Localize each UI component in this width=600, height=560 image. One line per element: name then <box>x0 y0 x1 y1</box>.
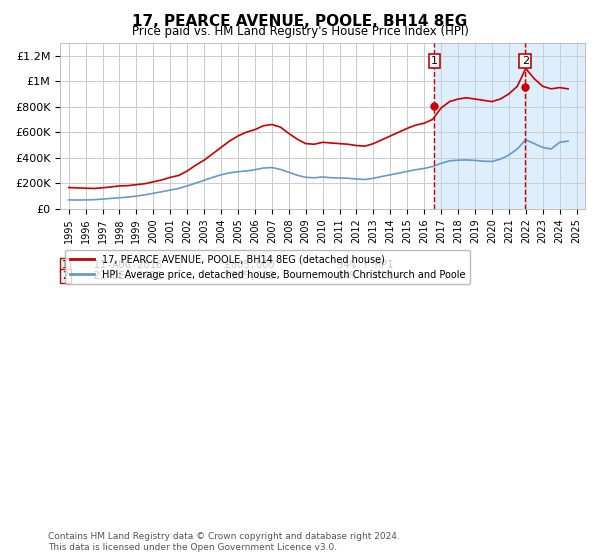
Bar <box>434 43 585 208</box>
Text: 1: 1 <box>62 260 68 270</box>
Text: 2: 2 <box>521 56 529 66</box>
Text: Contains HM Land Registry data © Crown copyright and database right 2024.
This d: Contains HM Land Registry data © Crown c… <box>48 532 400 552</box>
Text: 1: 1 <box>431 56 438 66</box>
Text: 22-DEC-2021          £955,000          84% ↑ HPI: 22-DEC-2021 £955,000 84% ↑ HPI <box>81 270 394 281</box>
Text: 17, PEARCE AVENUE, POOLE, BH14 8EG: 17, PEARCE AVENUE, POOLE, BH14 8EG <box>133 14 467 29</box>
Legend: 17, PEARCE AVENUE, POOLE, BH14 8EG (detached house), HPI: Average price, detache: 17, PEARCE AVENUE, POOLE, BH14 8EG (deta… <box>65 250 470 284</box>
Text: Price paid vs. HM Land Registry's House Price Index (HPI): Price paid vs. HM Land Registry's House … <box>131 25 469 38</box>
Text: 11-AUG-2016          £805,000          94% ↑ HPI: 11-AUG-2016 £805,000 94% ↑ HPI <box>81 260 394 270</box>
Text: 2: 2 <box>62 270 68 281</box>
